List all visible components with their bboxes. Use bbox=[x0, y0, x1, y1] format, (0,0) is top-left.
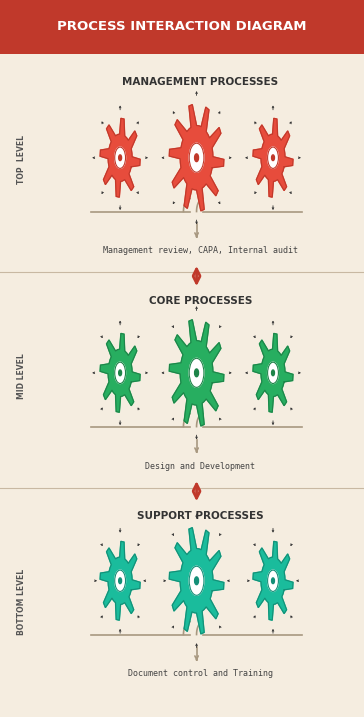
Circle shape bbox=[195, 369, 198, 376]
Text: PROCESS INTERACTION DIAGRAM: PROCESS INTERACTION DIAGRAM bbox=[57, 20, 307, 34]
Circle shape bbox=[119, 370, 122, 376]
Circle shape bbox=[119, 578, 122, 584]
Text: TOP  LEVEL: TOP LEVEL bbox=[17, 135, 26, 184]
Polygon shape bbox=[169, 528, 224, 634]
Circle shape bbox=[272, 578, 274, 584]
Text: MID LEVEL: MID LEVEL bbox=[17, 353, 26, 399]
Text: Management review, CAPA, Internal audit: Management review, CAPA, Internal audit bbox=[103, 247, 298, 255]
Circle shape bbox=[115, 147, 126, 168]
Circle shape bbox=[268, 362, 278, 384]
FancyBboxPatch shape bbox=[0, 0, 364, 54]
Circle shape bbox=[189, 358, 204, 387]
Circle shape bbox=[195, 154, 198, 161]
Circle shape bbox=[272, 155, 274, 161]
Polygon shape bbox=[253, 118, 293, 197]
Circle shape bbox=[119, 155, 122, 161]
Circle shape bbox=[189, 143, 204, 172]
Circle shape bbox=[268, 147, 278, 168]
Polygon shape bbox=[253, 541, 293, 620]
Circle shape bbox=[115, 362, 126, 384]
Polygon shape bbox=[169, 105, 224, 211]
Circle shape bbox=[195, 577, 198, 584]
Circle shape bbox=[189, 566, 204, 595]
Circle shape bbox=[115, 570, 126, 592]
Text: SUPPORT PROCESSES: SUPPORT PROCESSES bbox=[137, 511, 264, 521]
Text: Design and Development: Design and Development bbox=[145, 462, 255, 470]
Text: BOTTOM LEVEL: BOTTOM LEVEL bbox=[17, 569, 26, 635]
Polygon shape bbox=[169, 320, 224, 426]
Circle shape bbox=[272, 370, 274, 376]
Text: Document control and Training: Document control and Training bbox=[128, 670, 273, 678]
Polygon shape bbox=[100, 118, 140, 197]
Polygon shape bbox=[253, 333, 293, 412]
Circle shape bbox=[268, 570, 278, 592]
Polygon shape bbox=[100, 541, 140, 620]
Text: CORE PROCESSES: CORE PROCESSES bbox=[149, 296, 252, 306]
Text: MANAGEMENT PROCESSES: MANAGEMENT PROCESSES bbox=[122, 77, 278, 87]
Polygon shape bbox=[100, 333, 140, 412]
